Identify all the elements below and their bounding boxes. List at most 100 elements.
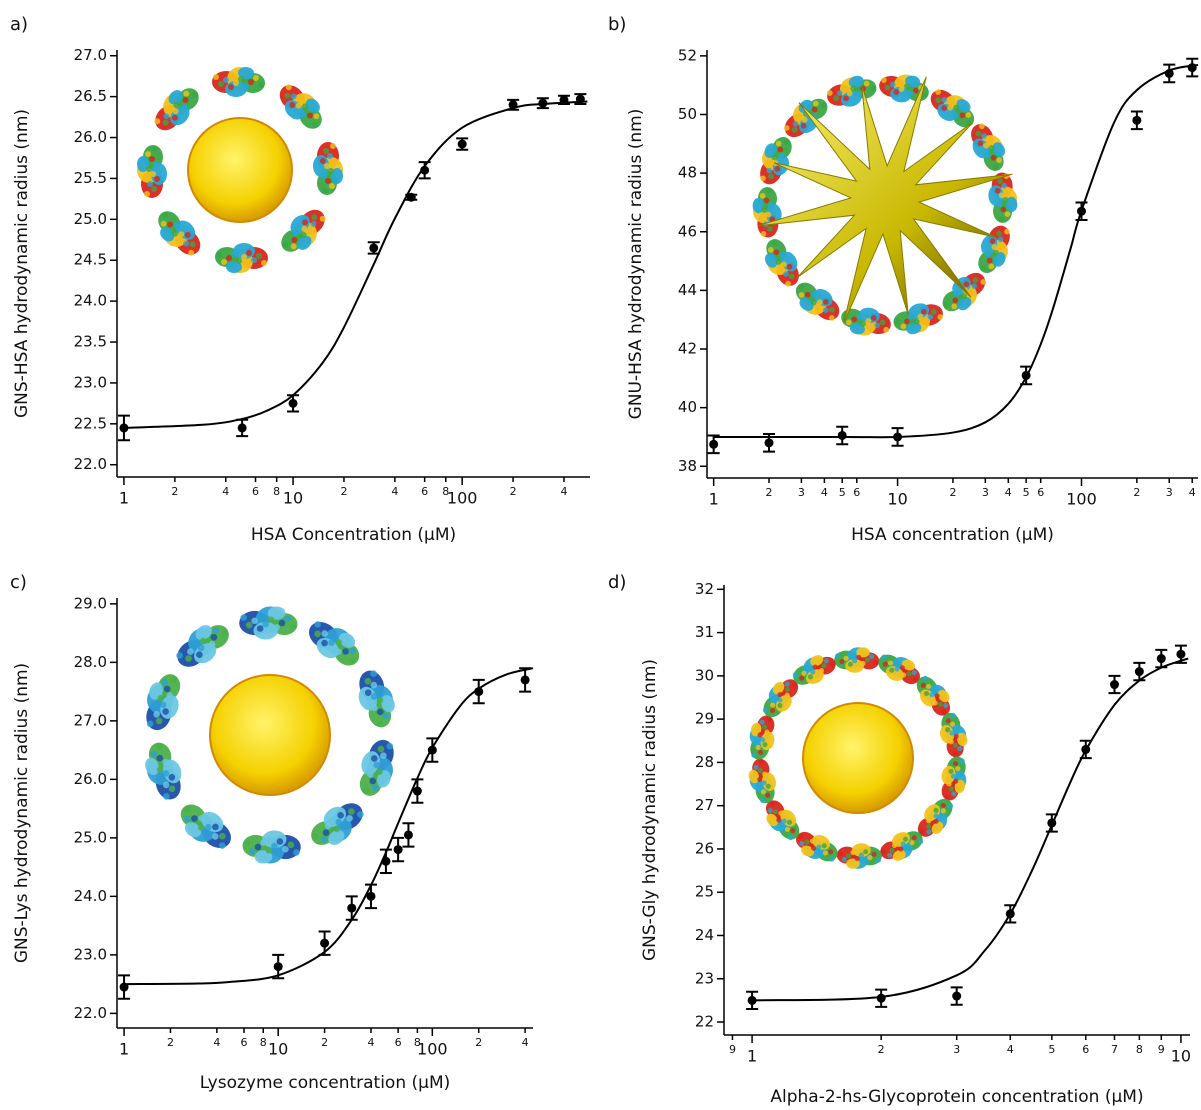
- data-point: [538, 98, 548, 108]
- protein-lobe: [762, 772, 776, 792]
- protein-dot: [236, 258, 242, 264]
- protein-dot: [932, 700, 938, 706]
- protein-dot: [282, 241, 289, 248]
- protein-dot: [366, 771, 374, 778]
- protein-dot: [797, 833, 804, 839]
- protein-dot: [766, 716, 772, 722]
- protein-dot: [767, 808, 773, 814]
- protein-dot: [767, 202, 774, 208]
- protein-dot: [950, 773, 957, 779]
- protein-dot: [791, 127, 798, 133]
- protein-dot: [941, 709, 947, 715]
- data-point: [119, 982, 129, 992]
- protein: [893, 303, 944, 335]
- protein-dot: [826, 90, 833, 96]
- protein-dot: [162, 781, 170, 789]
- protein-dot: [921, 308, 927, 315]
- x-tick-label: 4: [560, 485, 567, 498]
- protein-dot: [265, 847, 273, 854]
- protein-dot: [891, 842, 898, 848]
- data-point: [1134, 667, 1144, 677]
- protein: [358, 670, 395, 728]
- protein: [752, 187, 782, 238]
- protein-dot: [373, 761, 381, 769]
- protein: [916, 675, 951, 716]
- protein-dot: [922, 675, 928, 681]
- protein-dot: [761, 207, 768, 213]
- protein-dot: [161, 678, 169, 686]
- protein-dot: [146, 720, 154, 728]
- protein-dot: [948, 768, 954, 774]
- y-tick-label: 22.5: [74, 414, 107, 432]
- protein-dot: [953, 291, 960, 298]
- protein-dot: [943, 301, 950, 308]
- protein-dot: [168, 785, 176, 793]
- protein-dot: [276, 838, 284, 845]
- y-tick-label: 24: [695, 926, 714, 944]
- protein-dot: [829, 856, 835, 862]
- protein: [836, 843, 882, 869]
- protein-dot: [799, 675, 805, 681]
- protein-dot: [329, 183, 335, 189]
- protein-dot: [757, 749, 764, 755]
- protein-dot: [907, 90, 914, 97]
- protein-lobe: [238, 67, 254, 79]
- protein-dot: [376, 708, 384, 716]
- x-tick-label: 2: [167, 1036, 174, 1049]
- gold-nanoparticle: [209, 674, 331, 796]
- gold-nanostar: [757, 76, 1013, 324]
- protein-dot: [901, 672, 907, 678]
- fit-curve: [752, 657, 1189, 1002]
- data-point: [457, 139, 467, 149]
- y-tick-label: 42: [678, 340, 697, 358]
- protein: [212, 67, 265, 97]
- protein-dot: [812, 100, 819, 107]
- y-tick-label: 25.5: [74, 169, 107, 187]
- protein-dot: [753, 764, 759, 770]
- protein-dot: [961, 293, 968, 300]
- protein: [917, 798, 954, 837]
- protein-dot: [314, 621, 322, 628]
- protein-dot: [320, 158, 326, 164]
- protein-dot: [988, 145, 995, 151]
- y-tick-label: 29.0: [74, 594, 107, 612]
- protein-dot: [800, 122, 807, 129]
- protein-dot: [810, 299, 817, 306]
- x-tick-label: 1: [119, 1040, 129, 1059]
- protein-dot: [370, 693, 378, 700]
- protein-dot: [218, 81, 224, 87]
- x-tick-label: 100: [1066, 490, 1097, 509]
- y-tick-label: 52: [678, 46, 697, 64]
- protein-dot: [248, 79, 254, 85]
- data-point: [1187, 63, 1197, 73]
- data-point: [1132, 115, 1142, 125]
- protein-dot: [322, 829, 330, 837]
- y-axis-title: GNS-HSA hydrodynamic radius (nm): [12, 109, 32, 418]
- protein: [880, 831, 924, 861]
- protein: [942, 272, 987, 312]
- protein-dot: [940, 802, 946, 808]
- protein-dot: [166, 692, 174, 699]
- protein-dot: [996, 202, 1003, 208]
- protein-dot: [791, 681, 798, 688]
- protein-dot: [997, 178, 1003, 185]
- x-tick-label: 1: [709, 490, 719, 509]
- data-point: [237, 423, 247, 433]
- protein-dot: [983, 142, 989, 149]
- protein-dot: [993, 249, 999, 256]
- protein-dot: [154, 176, 160, 182]
- protein-dot: [171, 114, 178, 121]
- y-tick-label: 22.0: [74, 455, 107, 473]
- protein-lobe: [956, 732, 968, 747]
- x-tick-label: 2: [340, 485, 347, 498]
- y-tick-label: 27.0: [74, 711, 107, 729]
- protein-dot: [370, 681, 378, 689]
- y-tick-label: 22: [695, 1013, 714, 1031]
- protein-dot: [870, 85, 876, 92]
- protein-dot: [943, 702, 949, 708]
- protein-dot: [816, 299, 823, 306]
- protein-dot: [812, 664, 818, 670]
- protein-dot: [937, 701, 943, 707]
- x-tick-label: 4: [391, 485, 398, 498]
- protein-dot: [776, 817, 782, 823]
